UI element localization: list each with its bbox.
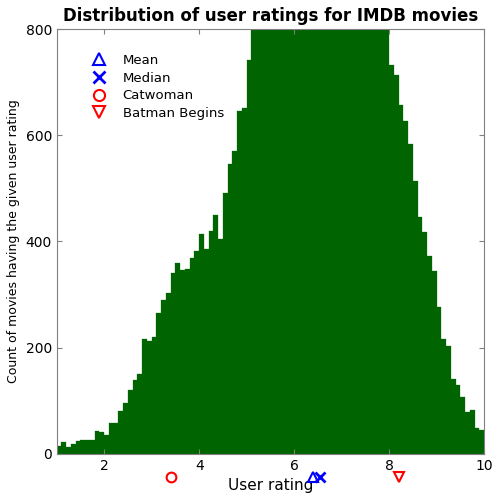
Bar [456,385,460,454]
Bar [142,339,147,454]
Bar [460,397,465,454]
Bar [261,0,266,454]
Bar [166,294,170,454]
Bar [356,0,360,454]
Bar [214,215,218,454]
Bar [427,256,432,454]
Bar [389,65,394,454]
Bar [76,442,80,454]
Bar [190,258,194,454]
Bar [100,432,104,454]
Bar [208,231,214,454]
Bar [204,249,208,454]
Bar [470,410,474,454]
Bar [342,0,346,454]
Bar [308,0,313,454]
Bar [128,390,132,454]
Bar [398,104,404,454]
Bar [332,0,337,454]
Bar [366,0,370,454]
Bar [318,0,322,454]
Bar [80,440,85,454]
Bar [176,263,180,454]
Bar [290,0,294,454]
Bar [384,27,389,454]
Bar [85,440,90,454]
Bar [114,423,118,454]
Bar [66,446,71,454]
Bar [432,270,436,454]
Bar [170,274,175,454]
Bar [413,181,418,454]
Bar [218,240,223,454]
Bar [422,232,427,454]
Bar [161,300,166,454]
Bar [294,0,299,454]
Bar [246,60,252,454]
Bar [123,403,128,454]
Bar [232,152,237,454]
Bar [480,430,484,454]
Bar [322,0,328,454]
Bar [446,346,451,454]
Bar [252,28,256,454]
Bar [351,0,356,454]
Bar [71,444,76,454]
Bar [451,380,456,454]
Bar [62,442,66,454]
Bar [152,337,156,454]
Bar [109,423,114,454]
Bar [370,0,375,454]
Bar [465,412,470,454]
Bar [256,21,261,454]
Y-axis label: Count of movies having the given user rating: Count of movies having the given user ra… [7,100,20,384]
Bar [313,0,318,454]
Bar [270,0,275,454]
Bar [304,0,308,454]
Bar [199,234,204,454]
Bar [104,435,109,454]
Bar [180,270,185,454]
Bar [132,380,138,454]
Bar [118,411,123,454]
Bar [275,0,280,454]
Bar [266,0,270,454]
Bar [280,0,284,454]
Bar [418,216,422,454]
Bar [436,307,442,454]
Bar [185,268,190,454]
Bar [90,440,94,454]
Bar [138,374,142,454]
Bar [228,164,232,454]
Bar [94,431,100,454]
Bar [284,0,290,454]
Bar [360,0,366,454]
Bar [442,339,446,454]
Bar [56,446,62,454]
Bar [380,10,384,454]
Bar [346,0,351,454]
Bar [223,192,228,454]
Bar [404,120,408,454]
Bar [237,111,242,454]
X-axis label: User rating: User rating [228,478,313,493]
Bar [337,0,342,454]
Legend: Mean, Median, Catwoman, Batman Begins: Mean, Median, Catwoman, Batman Begins [80,48,229,125]
Bar [375,0,380,454]
Bar [156,312,161,454]
Bar [299,0,304,454]
Bar [147,341,152,454]
Bar [408,144,413,454]
Bar [242,108,246,454]
Bar [194,251,199,454]
Bar [474,428,480,454]
Title: Distribution of user ratings for IMDB movies: Distribution of user ratings for IMDB mo… [63,7,478,25]
Bar [328,0,332,454]
Bar [394,76,398,454]
